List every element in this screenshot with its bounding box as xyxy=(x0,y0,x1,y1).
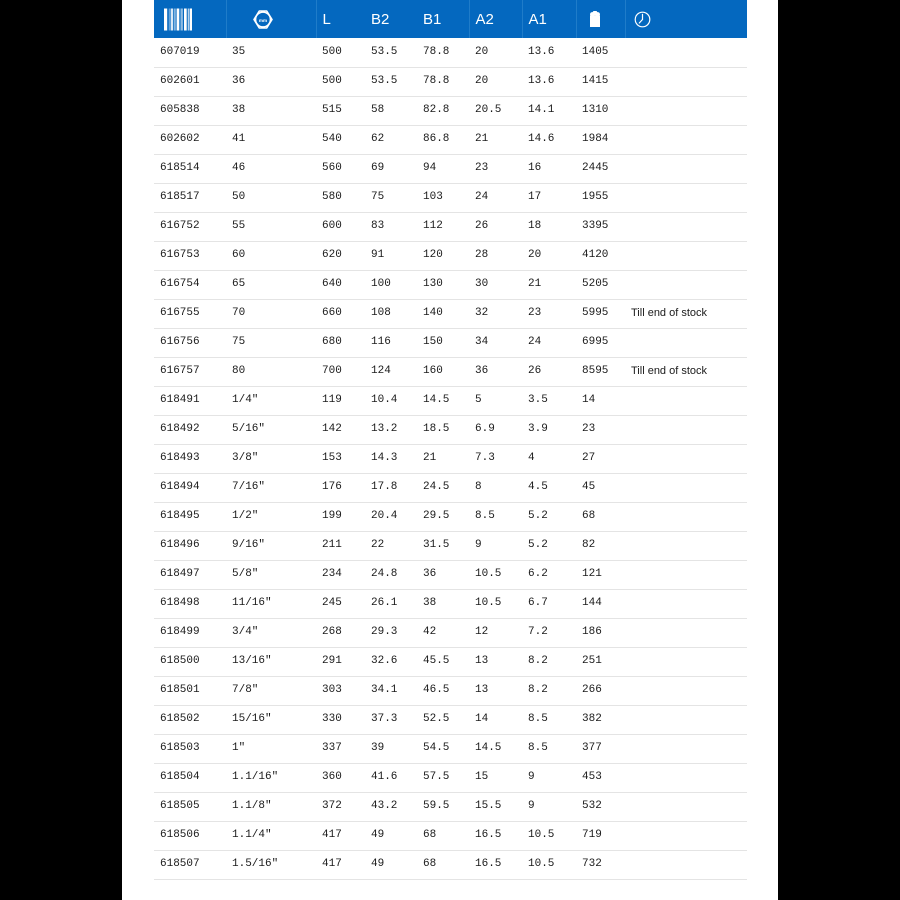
svg-text:mm: mm xyxy=(258,17,266,22)
